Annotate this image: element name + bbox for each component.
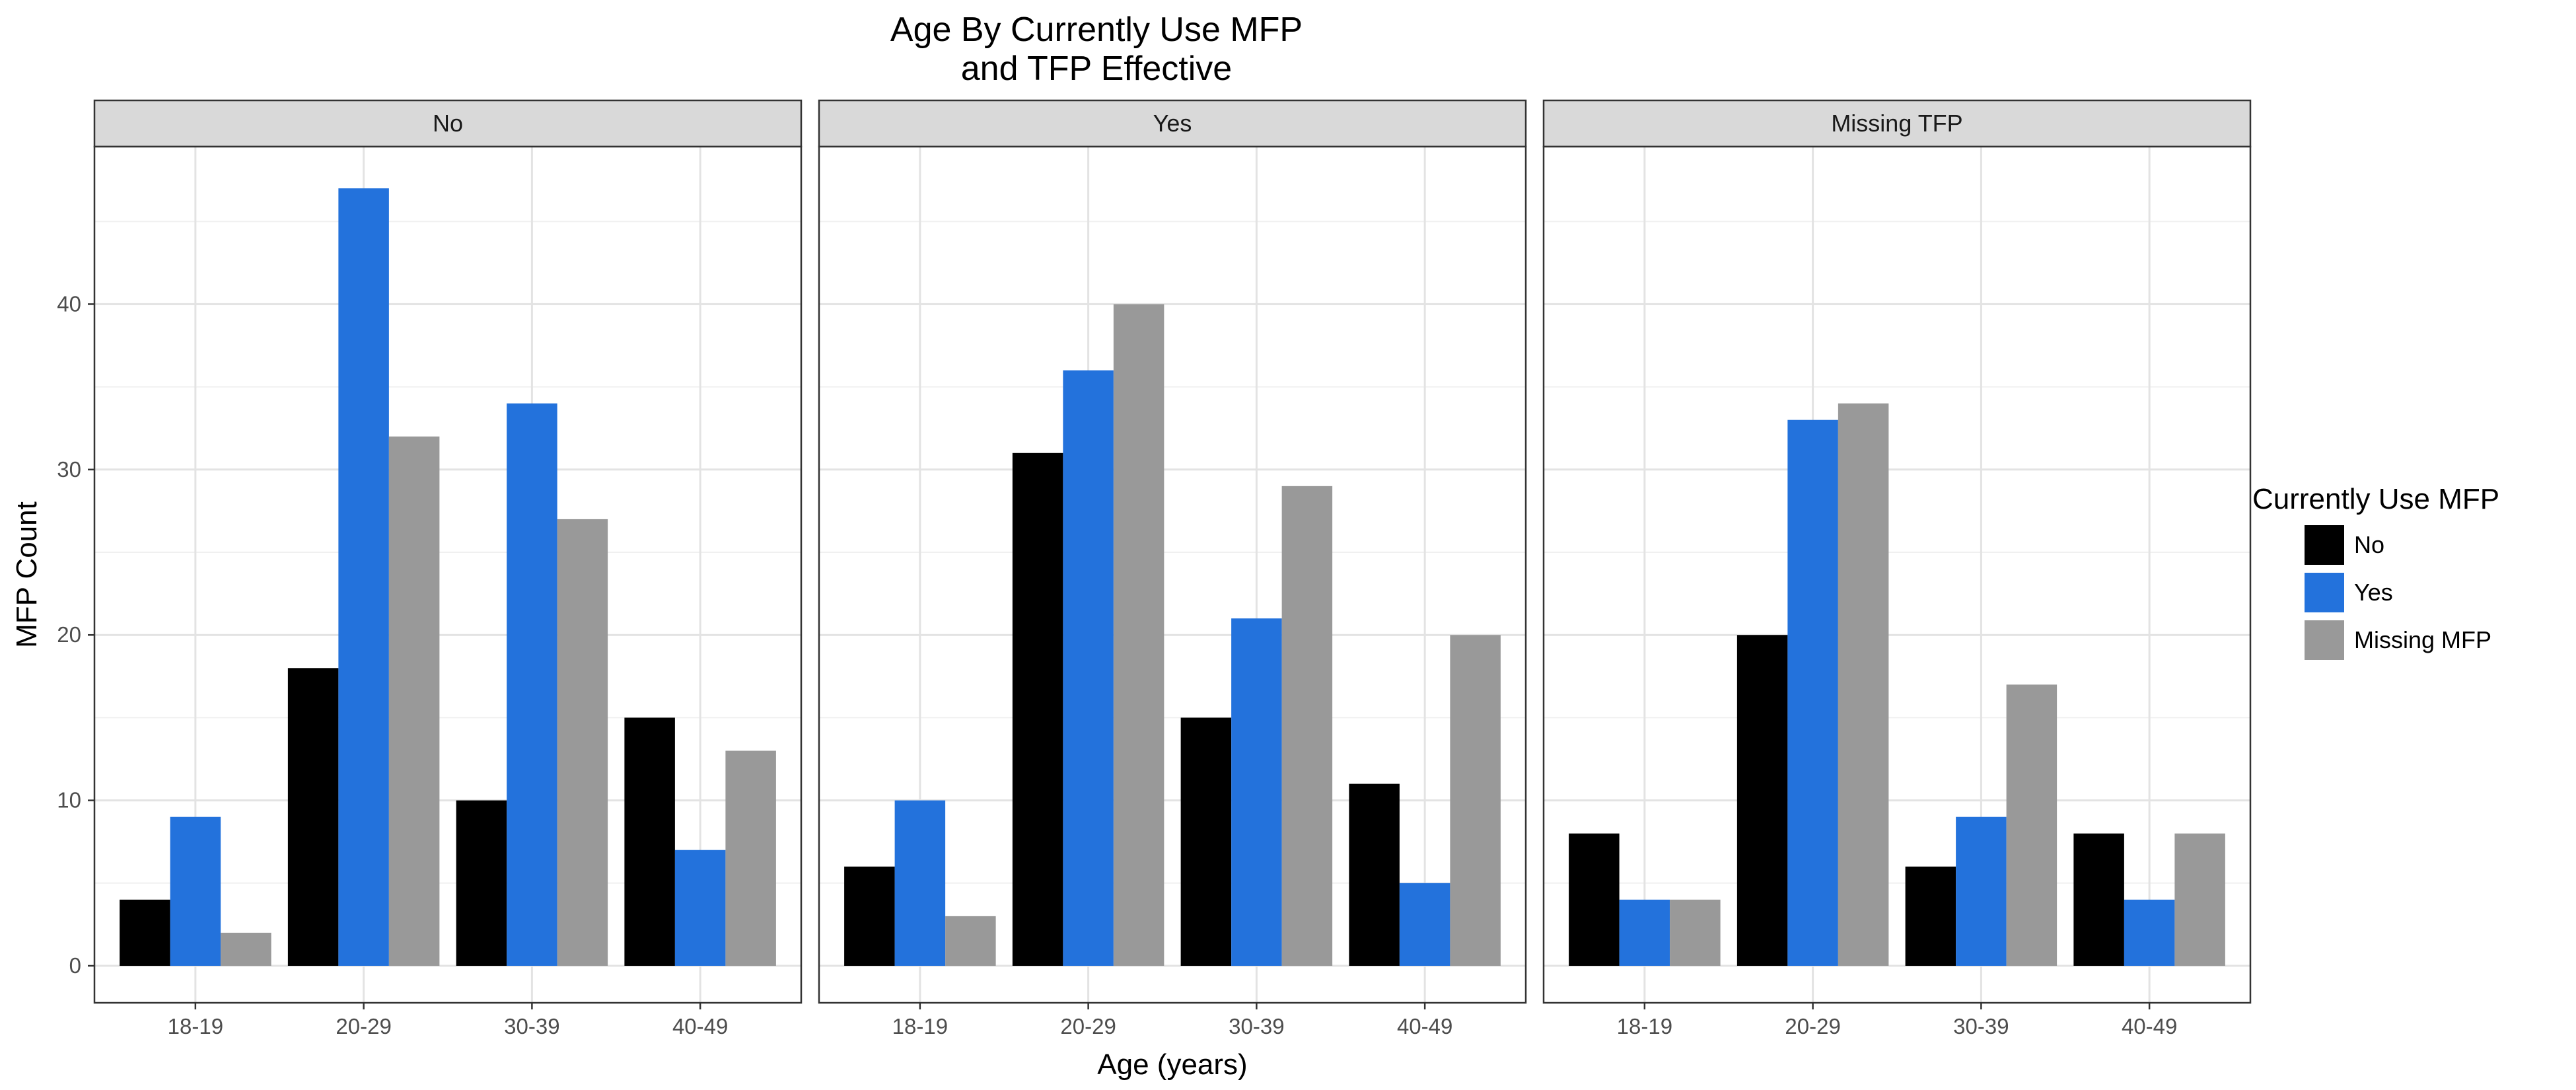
bar-missing-mfp-40-49 <box>1450 635 1501 966</box>
x-tick-label: 40-49 <box>2122 1014 2177 1038</box>
y-tick-label: 10 <box>57 788 81 813</box>
legend-label: No <box>2354 531 2384 558</box>
bar-yes-18-19 <box>170 817 221 966</box>
facet-strip-label: Missing TFP <box>1831 110 1962 137</box>
y-tick-label: 30 <box>57 457 81 482</box>
legend-label: Missing MFP <box>2354 626 2491 653</box>
facet-panels: No 18-19 20-29 30-39 40-49 Yes 18-19 20-29 30-39… <box>93 99 2252 1038</box>
facet-panel-0: No 18-19 20-29 30-39 40-49 <box>93 99 803 1038</box>
bar-yes-18-19 <box>894 800 946 966</box>
x-axis-title: Age (years) <box>1097 1048 1247 1081</box>
bar-missing-mfp-18-19 <box>221 932 271 966</box>
panel-background <box>1544 147 2250 1003</box>
y-axis-title: MFP Count <box>11 501 43 648</box>
bar-missing-mfp-40-49 <box>725 750 776 966</box>
y-tick-label: 20 <box>57 622 81 647</box>
bar-yes-40-49 <box>674 850 726 966</box>
bar-yes-30-39 <box>1231 618 1282 966</box>
bar-no-18-19 <box>1569 833 1620 966</box>
bar-no-30-39 <box>1905 866 1956 966</box>
x-tick-label: 18-19 <box>1617 1014 1672 1038</box>
y-tick-label: 0 <box>69 953 81 978</box>
x-tick-label: 40-49 <box>1397 1014 1452 1038</box>
x-tick-label: 20-29 <box>1060 1014 1116 1038</box>
bar-no-18-19 <box>120 899 170 966</box>
y-tick-label: 40 <box>57 291 81 316</box>
panel-border <box>818 145 1527 1004</box>
legend-key-missing-mfp <box>2305 620 2344 660</box>
bar-no-40-49 <box>2073 833 2124 966</box>
panel-border <box>93 145 803 1004</box>
bar-yes-30-39 <box>1956 817 2007 966</box>
bar-missing-mfp-18-19 <box>945 916 996 966</box>
bar-missing-mfp-18-19 <box>1670 899 1721 966</box>
chart-title-line-2: and TFP Effective <box>961 50 1232 88</box>
legend: Currently Use MFP No Yes Missing MFP <box>2252 483 2499 662</box>
facet-strip-label: Yes <box>1153 110 1192 137</box>
bar-no-30-39 <box>456 800 507 966</box>
bar-no-40-49 <box>624 717 675 966</box>
legend-label: Yes <box>2354 579 2393 606</box>
facet-strip <box>93 99 803 148</box>
legend-key-no <box>2305 525 2344 565</box>
bar-missing-mfp-20-29 <box>388 436 440 966</box>
x-tick-label: 18-19 <box>892 1014 948 1038</box>
chart-title-line-1: Age By Currently Use MFP <box>890 11 1303 49</box>
x-tick-label: 30-39 <box>504 1014 559 1038</box>
legend-title: Currently Use MFP <box>2252 483 2499 515</box>
panel-border <box>1542 145 2252 1004</box>
x-tick-label: 30-39 <box>1229 1014 1284 1038</box>
bar-no-30-39 <box>1180 717 1232 966</box>
bar-missing-mfp-20-29 <box>1113 304 1164 966</box>
bar-missing-mfp-40-49 <box>2174 833 2225 966</box>
legend-key-yes <box>2305 573 2344 612</box>
bar-yes-20-29 <box>338 188 389 966</box>
bar-missing-mfp-30-39 <box>2006 684 2057 966</box>
x-tick-label: 18-19 <box>168 1014 223 1038</box>
bar-yes-20-29 <box>1787 419 1838 966</box>
bar-no-20-29 <box>1736 635 1788 966</box>
bar-no-40-49 <box>1349 783 1400 966</box>
bar-yes-30-39 <box>507 403 557 966</box>
facet-panel-1: Yes 18-19 20-29 30-39 40-49 <box>818 99 1527 1038</box>
x-tick-label: 30-39 <box>1953 1014 2009 1038</box>
y-axis: 0 10 20 30 40 <box>57 291 94 978</box>
facet-strip-label: No <box>433 110 463 137</box>
bar-yes-40-49 <box>1399 883 1450 966</box>
x-tick-label: 20-29 <box>1785 1014 1840 1038</box>
facet-panel-2: Missing TFP 18-19 20-29 30-39 40-49 <box>1542 99 2252 1038</box>
bar-missing-mfp-20-29 <box>1838 403 1889 966</box>
x-tick-label: 40-49 <box>672 1014 728 1038</box>
bar-yes-20-29 <box>1063 370 1114 966</box>
bar-yes-18-19 <box>1619 899 1670 966</box>
bar-no-20-29 <box>287 668 339 966</box>
facet-strip <box>818 99 1527 148</box>
bar-missing-mfp-30-39 <box>557 519 608 966</box>
bar-no-18-19 <box>844 866 895 966</box>
bar-missing-mfp-30-39 <box>1281 486 1333 966</box>
bar-yes-40-49 <box>2124 899 2175 966</box>
bar-no-20-29 <box>1012 453 1063 966</box>
x-tick-label: 20-29 <box>336 1014 391 1038</box>
